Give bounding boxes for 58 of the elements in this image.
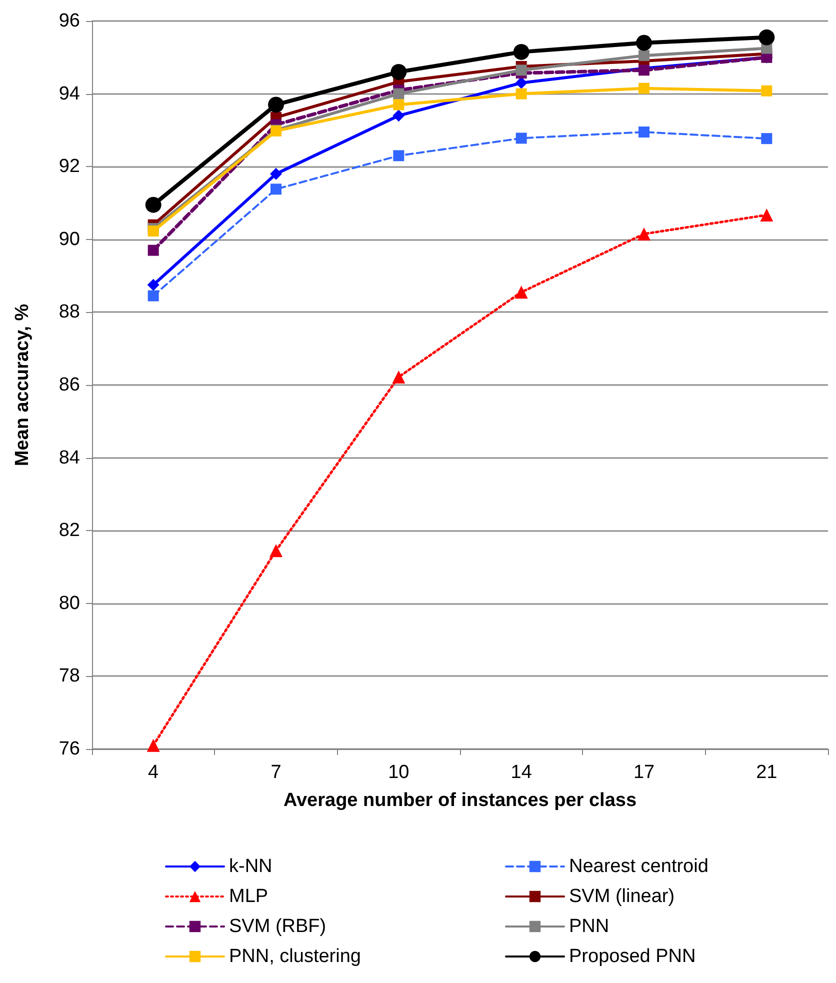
point: [268, 96, 284, 113]
legend-label: PNN: [569, 916, 610, 937]
x-tick-label: 14: [510, 762, 532, 783]
point: [516, 88, 527, 100]
point: [393, 88, 404, 100]
point: [148, 244, 159, 256]
point: [514, 286, 528, 299]
legend-label: Nearest centroid: [569, 856, 708, 877]
x-tick-label: 10: [388, 762, 410, 783]
legend-label: k-NN: [229, 856, 272, 877]
y-tick-label: 86: [58, 374, 80, 396]
x-tick-label: 7: [270, 762, 282, 783]
x-tick-label: 21: [756, 762, 778, 783]
y-tick-label: 90: [58, 228, 80, 250]
point: [146, 738, 160, 752]
point: [761, 85, 772, 96]
point: [638, 126, 650, 138]
y-tick-label: 80: [58, 592, 80, 614]
y-tick-label: 78: [58, 666, 80, 687]
point: [392, 370, 406, 384]
point: [638, 82, 650, 94]
point: [638, 227, 650, 240]
point: [516, 132, 527, 144]
point: [636, 34, 652, 51]
y-tick-label: 82: [58, 520, 80, 542]
x-tick-label: 17: [633, 762, 655, 783]
y-tick-label: 88: [58, 302, 80, 323]
legend-label: PNN, clustering: [229, 946, 361, 967]
point: [393, 99, 404, 110]
y-axis-title: Mean accuracy, %: [12, 304, 33, 466]
point: [147, 278, 160, 291]
y-tick-label: 92: [58, 156, 80, 178]
point: [758, 29, 775, 46]
point: [513, 44, 530, 60]
point: [638, 64, 650, 76]
point: [148, 290, 159, 302]
point: [761, 133, 772, 144]
point: [392, 110, 405, 122]
point: [393, 150, 404, 162]
y-tick-label: 84: [58, 447, 80, 468]
x-tick-label: 4: [148, 762, 160, 783]
legend-label: MLP: [229, 886, 268, 907]
point: [390, 64, 407, 80]
legend-label: Proposed PNN: [569, 946, 696, 967]
point: [270, 168, 282, 180]
point: [638, 50, 650, 62]
y-tick-label: 96: [58, 10, 80, 32]
y-tick-label: 94: [58, 83, 80, 104]
legend-label: SVM (RBF): [229, 916, 326, 937]
point: [145, 196, 162, 213]
point: [270, 184, 282, 195]
point: [760, 208, 774, 222]
legend-label: SVM (linear): [569, 886, 675, 907]
point: [516, 64, 527, 76]
y-tick-label: 76: [58, 738, 80, 760]
point: [270, 544, 282, 558]
point: [148, 226, 159, 237]
x-axis-title: Average number of instances per class: [283, 790, 637, 811]
